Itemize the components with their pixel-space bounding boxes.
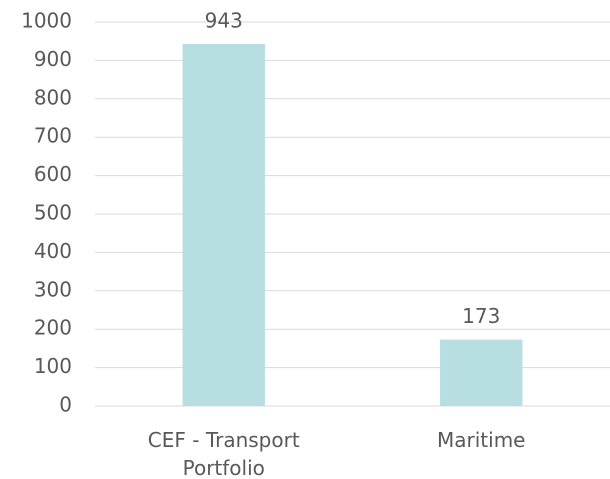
y-tick-label: 200 xyxy=(34,316,72,340)
y-tick-label: 400 xyxy=(34,239,72,263)
y-tick-label: 600 xyxy=(34,162,72,186)
y-tick-label: 1000 xyxy=(21,9,72,33)
data-label: 173 xyxy=(462,304,500,328)
data-label: 943 xyxy=(205,8,243,32)
y-tick-label: 0 xyxy=(59,393,72,417)
bar xyxy=(182,43,265,406)
y-tick-label: 900 xyxy=(34,47,72,71)
y-tick-label: 800 xyxy=(34,85,72,109)
y-tick-label: 300 xyxy=(34,277,72,301)
y-tick-label: 100 xyxy=(34,354,72,378)
y-tick-label: 700 xyxy=(34,124,72,148)
x-tick-label: Maritime xyxy=(437,428,526,452)
y-tick-label: 500 xyxy=(34,201,72,225)
x-tick-label: CEF - Transport Portfolio xyxy=(147,428,300,479)
bar xyxy=(440,339,523,406)
